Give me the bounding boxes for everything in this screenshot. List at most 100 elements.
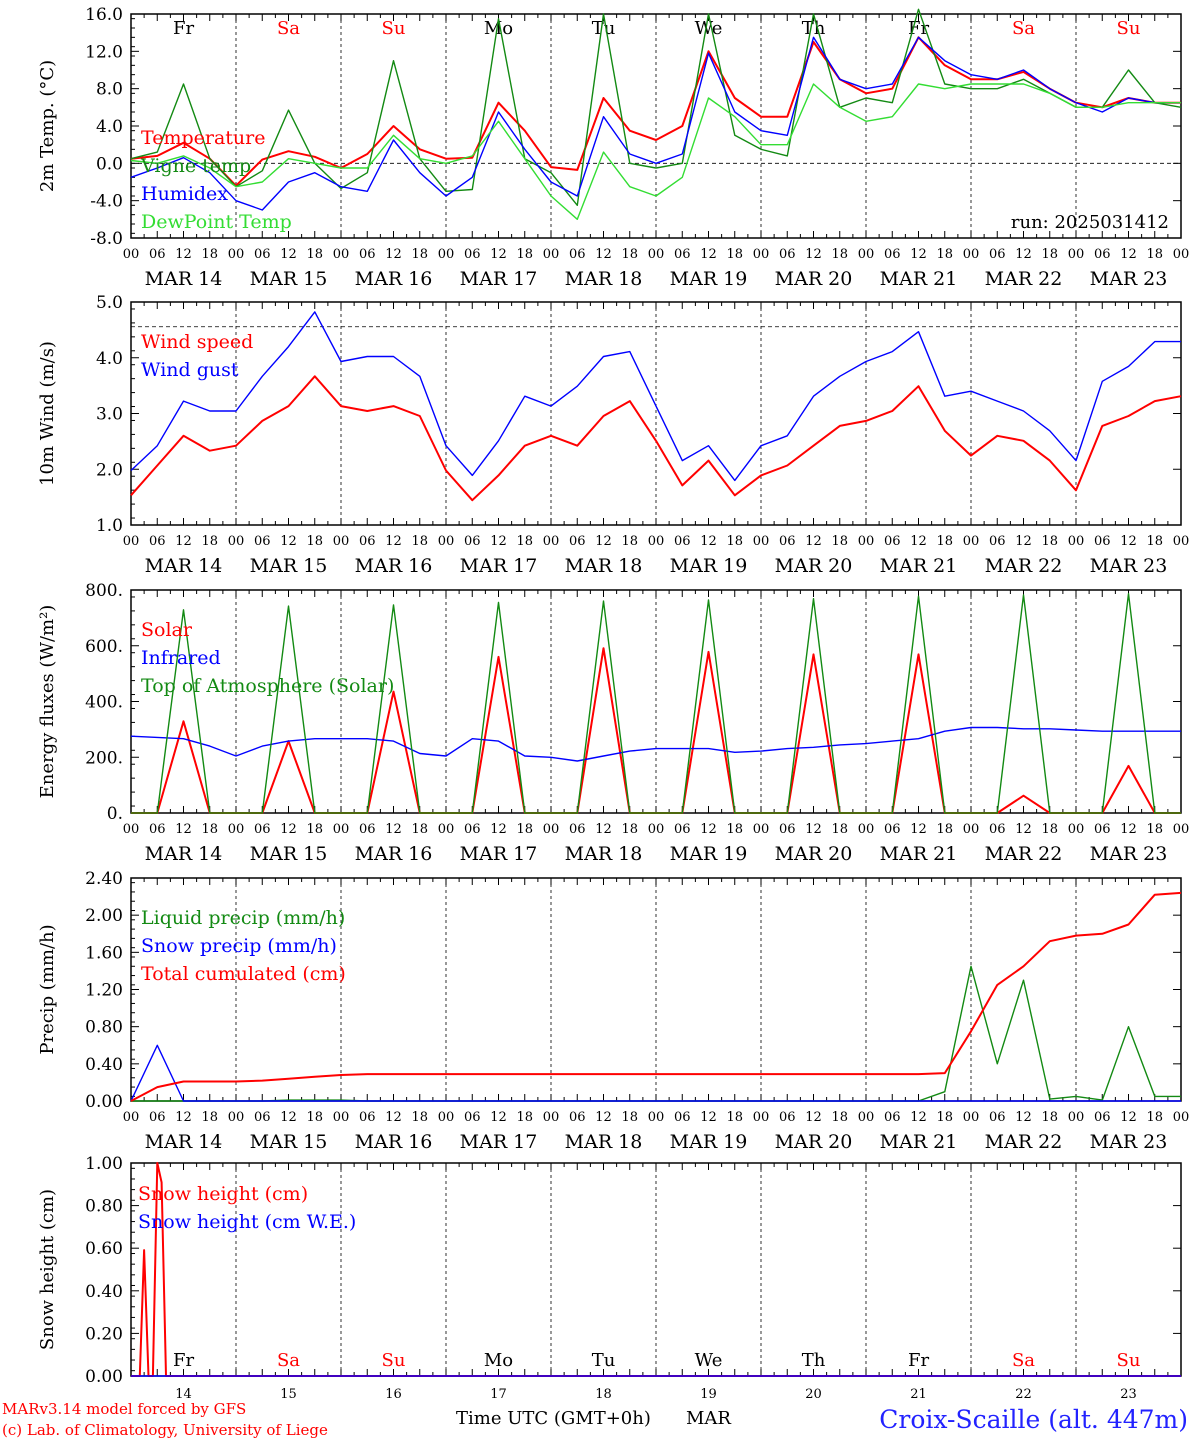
panel-3: 0. 200. 400. 600. 800. Energy fluxes (W/m²) 00… xyxy=(37,581,1189,865)
date-label: MAR 22 xyxy=(985,1131,1063,1153)
date-label: MAR 14 xyxy=(145,268,223,290)
hour-tick-label: 18 xyxy=(306,1110,323,1125)
hour-tick-label: 18 xyxy=(726,534,743,549)
hour-tick-label: 06 xyxy=(149,247,166,262)
hour-tick-label: 06 xyxy=(674,534,691,549)
time-axis-label: Time UTC (GMT+0h) xyxy=(456,1408,651,1429)
y-axis-title: 2m Temp. (°C) xyxy=(37,60,58,192)
hour-tick-label: 12 xyxy=(910,822,927,837)
y-tick-label: 16.0 xyxy=(85,5,123,25)
hour-tick-label: 06 xyxy=(359,822,376,837)
day-name-label: Sa xyxy=(277,18,300,39)
date-label: MAR 21 xyxy=(880,268,958,290)
hour-tick-label: 06 xyxy=(989,1110,1006,1125)
hour-tick-label: 06 xyxy=(149,534,166,549)
hour-tick-label: 00 xyxy=(438,247,455,262)
date-label: MAR 15 xyxy=(250,555,328,577)
date-label: MAR 15 xyxy=(250,268,328,290)
legend-entry: Snow height (cm W.E.) xyxy=(138,1211,356,1233)
date-label: MAR 16 xyxy=(355,843,433,865)
day-name-label: Su xyxy=(382,18,406,39)
series-line xyxy=(130,726,1181,762)
hour-tick-label: 18 xyxy=(831,822,848,837)
legend-entry: Vigne temp xyxy=(140,155,251,177)
date-label: MAR 14 xyxy=(145,555,223,577)
hour-tick-label: 18 xyxy=(621,822,638,837)
hour-tick-label: 12 xyxy=(490,822,507,837)
y-tick-label: 0.00 xyxy=(85,1367,123,1387)
legend-entry: Wind speed xyxy=(141,331,253,353)
plot-frame xyxy=(130,301,1182,526)
hour-tick-label: 18 xyxy=(306,534,323,549)
day-number-label: 14 xyxy=(175,1387,192,1402)
hour-tick-label: 00 xyxy=(123,534,140,549)
hour-tick-label: 00 xyxy=(1068,247,1085,262)
date-label: MAR 22 xyxy=(985,555,1063,577)
hour-tick-label: 12 xyxy=(910,1110,927,1125)
hour-tick-label: 06 xyxy=(254,1110,271,1125)
legend-entry: Snow precip (mm/h) xyxy=(141,935,337,957)
hour-tick-label: 12 xyxy=(385,822,402,837)
date-label: MAR 21 xyxy=(880,555,958,577)
date-label: MAR 16 xyxy=(355,268,433,290)
hour-tick-label: 18 xyxy=(516,822,533,837)
date-label: MAR 16 xyxy=(355,1131,433,1153)
hour-tick-label: 00 xyxy=(543,822,560,837)
hour-tick-label: 18 xyxy=(1041,822,1058,837)
y-tick-label: 0.00 xyxy=(85,1092,123,1112)
date-label: MAR 23 xyxy=(1090,268,1168,290)
series-line xyxy=(130,1044,1181,1102)
hour-tick-label: 12 xyxy=(1120,534,1137,549)
hour-tick-label: 12 xyxy=(1120,1110,1137,1125)
day-name-label: Su xyxy=(1117,1350,1141,1371)
hour-tick-label: 06 xyxy=(1094,822,1111,837)
hour-tick-label: 18 xyxy=(621,1110,638,1125)
hour-tick-label: 18 xyxy=(1146,247,1163,262)
hour-tick-label: 18 xyxy=(621,247,638,262)
hour-tick-label: 06 xyxy=(464,534,481,549)
hour-tick-label: 12 xyxy=(385,1110,402,1125)
date-label: MAR 20 xyxy=(775,268,853,290)
y-tick-label: 800. xyxy=(85,581,123,601)
date-label: MAR 14 xyxy=(145,1131,223,1153)
legend-entry: Humidex xyxy=(141,183,228,205)
hour-tick-label: 06 xyxy=(674,247,691,262)
day-number-label: 22 xyxy=(1015,1387,1032,1402)
hour-tick-label: 18 xyxy=(831,247,848,262)
y-tick-label: 400. xyxy=(85,693,123,713)
series-line xyxy=(130,83,1181,221)
y-tick-label: 1.20 xyxy=(85,981,123,1001)
y-tick-label: 0.0 xyxy=(96,154,123,174)
hour-tick-label: 00 xyxy=(228,1110,245,1125)
y-tick-label: 0.20 xyxy=(85,1324,123,1344)
hour-tick-label: 00 xyxy=(333,1110,350,1125)
hour-tick-label: 06 xyxy=(1094,1110,1111,1125)
date-label: MAR 20 xyxy=(775,555,853,577)
hour-tick-label: 00 xyxy=(648,247,665,262)
panel-2: 1.0 2.0 3.0 4.0 5.0 10m Wind (m/s) 00 06 12 18 MAR… xyxy=(37,293,1189,577)
y-axis-title: Snow height (cm) xyxy=(37,1189,58,1350)
hour-tick-label: 06 xyxy=(989,822,1006,837)
y-tick-label: 600. xyxy=(85,637,123,657)
hour-tick-label: 18 xyxy=(726,247,743,262)
hour-tick-label: 18 xyxy=(831,534,848,549)
legend-entry: DewPoint Temp xyxy=(141,211,292,233)
hour-tick-label: 12 xyxy=(595,1110,612,1125)
hour-tick-label: 06 xyxy=(884,247,901,262)
panel-5: 0.00 0.20 0.40 0.60 0.80 1.00 Snow height (cm)… xyxy=(37,1154,1182,1402)
date-label: MAR 17 xyxy=(460,1131,538,1153)
hour-tick-label: 12 xyxy=(910,247,927,262)
hour-tick-label: 00 xyxy=(543,247,560,262)
y-axis-title: Precip (mm/h) xyxy=(37,924,58,1054)
legend-entry: Total cumulated (cm) xyxy=(141,963,346,985)
y-tick-label: 0. xyxy=(107,804,123,824)
hour-tick-label: 00 xyxy=(123,247,140,262)
hour-tick-label: 12 xyxy=(805,247,822,262)
hour-tick-label: 12 xyxy=(1120,822,1137,837)
date-label: MAR 18 xyxy=(565,555,643,577)
date-label: MAR 17 xyxy=(460,555,538,577)
hour-tick-label: 12 xyxy=(490,1110,507,1125)
station-name: Croix-Scaille (alt. 447m) xyxy=(879,1405,1188,1434)
series-line xyxy=(131,593,1181,814)
